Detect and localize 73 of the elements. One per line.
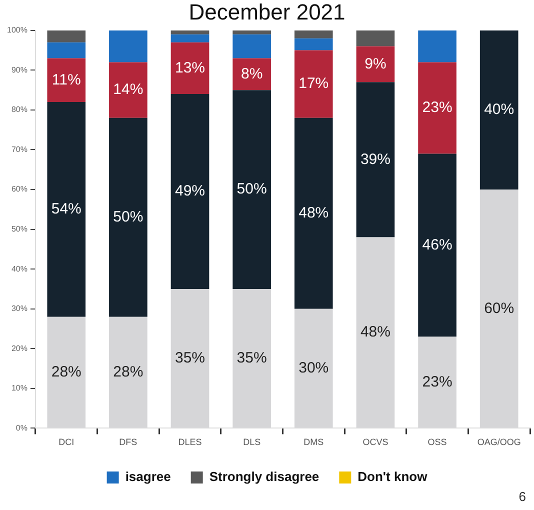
legend-label: Strongly disagree — [209, 469, 320, 484]
bar — [232, 58, 271, 90]
bar — [232, 30, 271, 34]
x-tick-label: DLS — [243, 437, 261, 448]
y-tick-label: 50% — [11, 224, 28, 234]
y-tick-label: 10% — [11, 384, 28, 393]
data-label: 23% — [422, 99, 452, 116]
bar — [170, 42, 210, 94]
text: 6 — [518, 489, 526, 504]
bar — [170, 94, 210, 289]
data-label: 50% — [236, 180, 267, 198]
bar — [294, 118, 333, 309]
bar — [47, 102, 86, 317]
data-label: 13% — [174, 59, 206, 76]
bar — [356, 46, 395, 82]
x-tick-label: OCVS — [362, 437, 388, 448]
y-tick-label: 90% — [11, 65, 28, 74]
data-label: 35% — [236, 349, 267, 366]
data-label: 40% — [484, 101, 514, 118]
bar — [47, 58, 86, 102]
data-label: 30% — [298, 359, 329, 376]
y-tick-label: 30% — [11, 304, 28, 314]
data-label: 35% — [174, 349, 206, 366]
bar — [418, 62, 456, 154]
y-tick-label: 0% — [16, 423, 28, 432]
data-label: 49% — [174, 182, 206, 200]
data-label: 23% — [422, 373, 452, 390]
bar — [294, 50, 333, 118]
bar — [356, 82, 395, 238]
y-tick-label: 80% — [11, 105, 28, 114]
data-label: 9% — [364, 55, 386, 72]
bar — [418, 154, 456, 337]
y-tick-label: 100% — [6, 26, 28, 35]
bar — [294, 30, 333, 38]
data-label: 39% — [360, 150, 390, 168]
x-tick-label: OAG/OOG — [477, 437, 521, 448]
bar — [109, 62, 148, 118]
data-label: 8% — [240, 65, 263, 82]
y-tick-label: 20% — [11, 344, 28, 353]
data-label: 28% — [113, 363, 144, 380]
legend-label: Don't know — [358, 469, 428, 484]
data-label: 54% — [51, 200, 82, 218]
data-label: 14% — [113, 81, 144, 98]
data-label: 60% — [484, 300, 514, 317]
bar — [47, 30, 86, 42]
x-tick-label: OSS — [428, 437, 447, 448]
data-label: 50% — [113, 208, 144, 226]
bar — [47, 42, 86, 58]
bar — [294, 38, 333, 50]
x-tick-label: DMS — [304, 437, 324, 448]
bar — [109, 118, 148, 317]
data-label: 17% — [298, 75, 329, 92]
bar — [170, 34, 210, 42]
bar — [232, 34, 271, 58]
bar — [109, 30, 148, 62]
bar — [232, 90, 271, 289]
data-label: 48% — [298, 204, 329, 222]
data-label: 11% — [52, 71, 81, 88]
x-tick-label: DCI — [58, 437, 74, 448]
y-tick-label: 40% — [11, 264, 28, 274]
data-label: 48% — [360, 324, 390, 341]
bar — [170, 30, 210, 34]
legend-label: isagree — [125, 469, 171, 484]
bar — [480, 30, 518, 190]
bar — [356, 30, 395, 46]
y-tick-label: 70% — [11, 144, 28, 154]
data-label: 28% — [51, 363, 82, 380]
data-label: 46% — [422, 236, 452, 254]
chart-title: December 2021 — [188, 0, 346, 24]
x-tick-label: DFS — [119, 437, 138, 448]
bar — [418, 30, 456, 62]
y-tick-label: 60% — [11, 184, 28, 194]
x-tick-label: DLES — [178, 437, 202, 448]
